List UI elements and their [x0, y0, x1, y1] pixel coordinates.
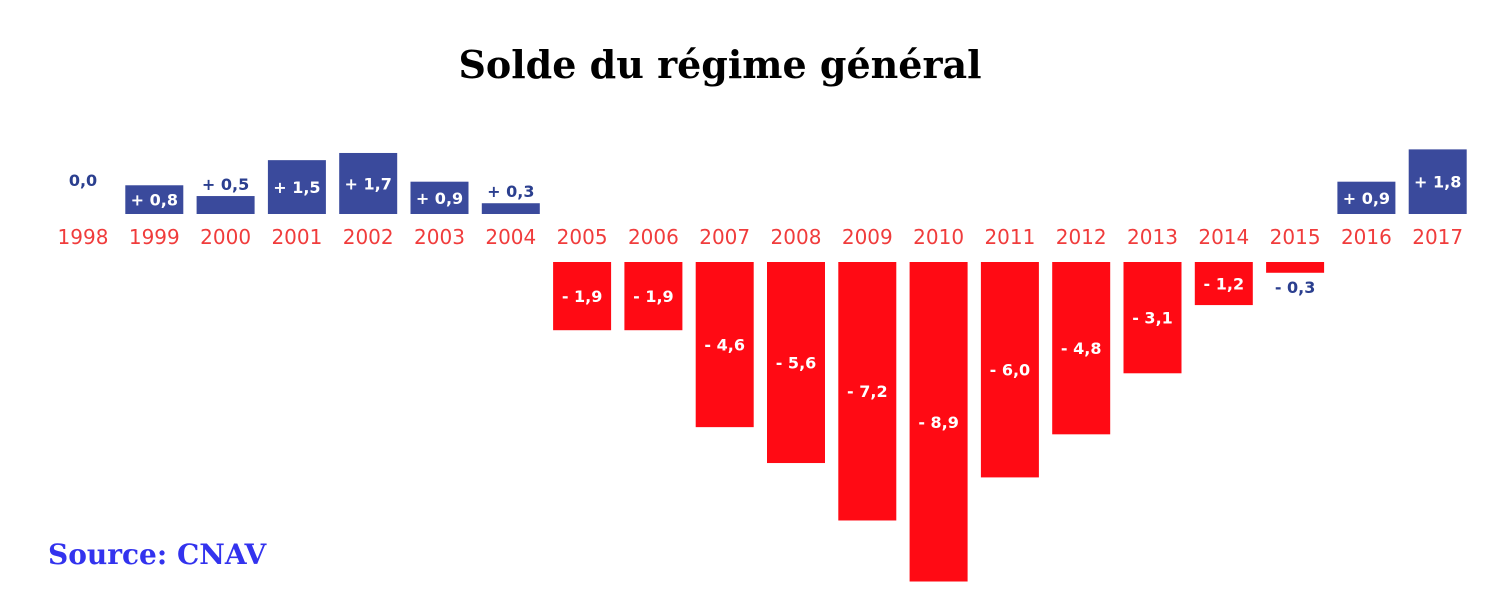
chart-title: Solde du régime général [458, 42, 982, 87]
year-label-2008: 2008 [771, 225, 822, 249]
bar-2016 [1337, 181, 1396, 214]
bar-2009 [838, 262, 897, 521]
value-labels-group: 0,0 + 0,8 + 0,5 + 1,5 + 1,7 + 0,9 + 0,3 - 1,9 - … [69, 171, 1462, 432]
year-label-2017: 2017 [1412, 225, 1463, 249]
value-label-2015: - 0,3 [1275, 278, 1316, 297]
bar-2012 [1052, 262, 1111, 435]
value-label-2014: - 1,2 [1204, 275, 1245, 294]
value-label-2016: + 0,9 [1343, 189, 1390, 208]
value-label-2006: - 1,9 [633, 287, 674, 306]
bar-2017 [1408, 149, 1467, 214]
year-label-2003: 2003 [414, 225, 465, 249]
bar-2013 [1123, 262, 1182, 374]
year-label-2016: 2016 [1341, 225, 1392, 249]
bar-1999 [125, 185, 184, 214]
bar-2011 [980, 262, 1039, 478]
year-label-2002: 2002 [343, 225, 394, 249]
value-label-2011: - 6,0 [990, 361, 1031, 380]
bar-2008 [767, 262, 825, 464]
value-label-2002: + 1,7 [345, 174, 392, 193]
year-label-2012: 2012 [1056, 225, 1107, 249]
year-label-2005: 2005 [557, 225, 608, 249]
value-label-2013: - 3,1 [1132, 309, 1173, 328]
year-label-1998: 1998 [58, 225, 109, 249]
year-label-2010: 2010 [913, 225, 964, 249]
year-label-2007: 2007 [699, 225, 750, 249]
year-label-2015: 2015 [1270, 225, 1321, 249]
chart-source: Source: CNAV [48, 538, 267, 571]
bar-2000 [196, 196, 255, 214]
year-label-2001: 2001 [271, 225, 322, 249]
year-label-2014: 2014 [1198, 225, 1249, 249]
bar-2003 [410, 181, 469, 214]
value-label-2003: + 0,9 [416, 189, 463, 208]
bar-2007 [695, 262, 754, 428]
value-label-2012: - 4,8 [1061, 339, 1102, 358]
value-label-1998: 0,0 [69, 171, 97, 190]
value-label-2008: - 5,6 [776, 354, 817, 373]
year-label-2011: 2011 [984, 225, 1035, 249]
bar-2005 [553, 262, 612, 331]
value-label-2001: + 1,5 [273, 178, 320, 197]
year-label-2000: 2000 [200, 225, 251, 249]
year-label-2013: 2013 [1127, 225, 1178, 249]
bar-2014 [1194, 262, 1253, 306]
value-label-2005: - 1,9 [562, 287, 603, 306]
year-label-1999: 1999 [129, 225, 180, 249]
year-label-2006: 2006 [628, 225, 679, 249]
value-label-2007: - 4,6 [704, 336, 745, 355]
value-label-2010: - 8,9 [918, 413, 959, 432]
value-label-2017: + 1,8 [1414, 173, 1461, 192]
value-label-2000: + 0,5 [202, 175, 249, 194]
bar-2001 [267, 160, 326, 214]
value-label-2009: - 7,2 [847, 382, 888, 401]
year-labels-group: 1998 1999 2000 2001 2002 2003 2004 2005 2006 2007… [58, 225, 1464, 249]
year-label-2004: 2004 [485, 225, 536, 249]
bar-2006 [624, 262, 683, 331]
bar-2015 [1266, 262, 1325, 273]
value-label-1999: + 0,8 [131, 191, 178, 210]
bar-2002 [339, 152, 398, 214]
bars-group [125, 149, 1467, 582]
bar-2010 [909, 262, 968, 582]
value-label-2004: + 0,3 [487, 182, 534, 201]
year-label-2009: 2009 [842, 225, 893, 249]
bar-2004 [481, 203, 540, 214]
